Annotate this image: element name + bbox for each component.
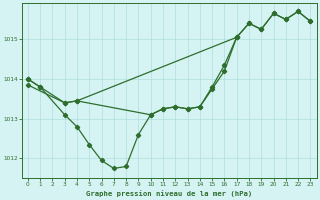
X-axis label: Graphe pression niveau de la mer (hPa): Graphe pression niveau de la mer (hPa) xyxy=(86,190,252,197)
